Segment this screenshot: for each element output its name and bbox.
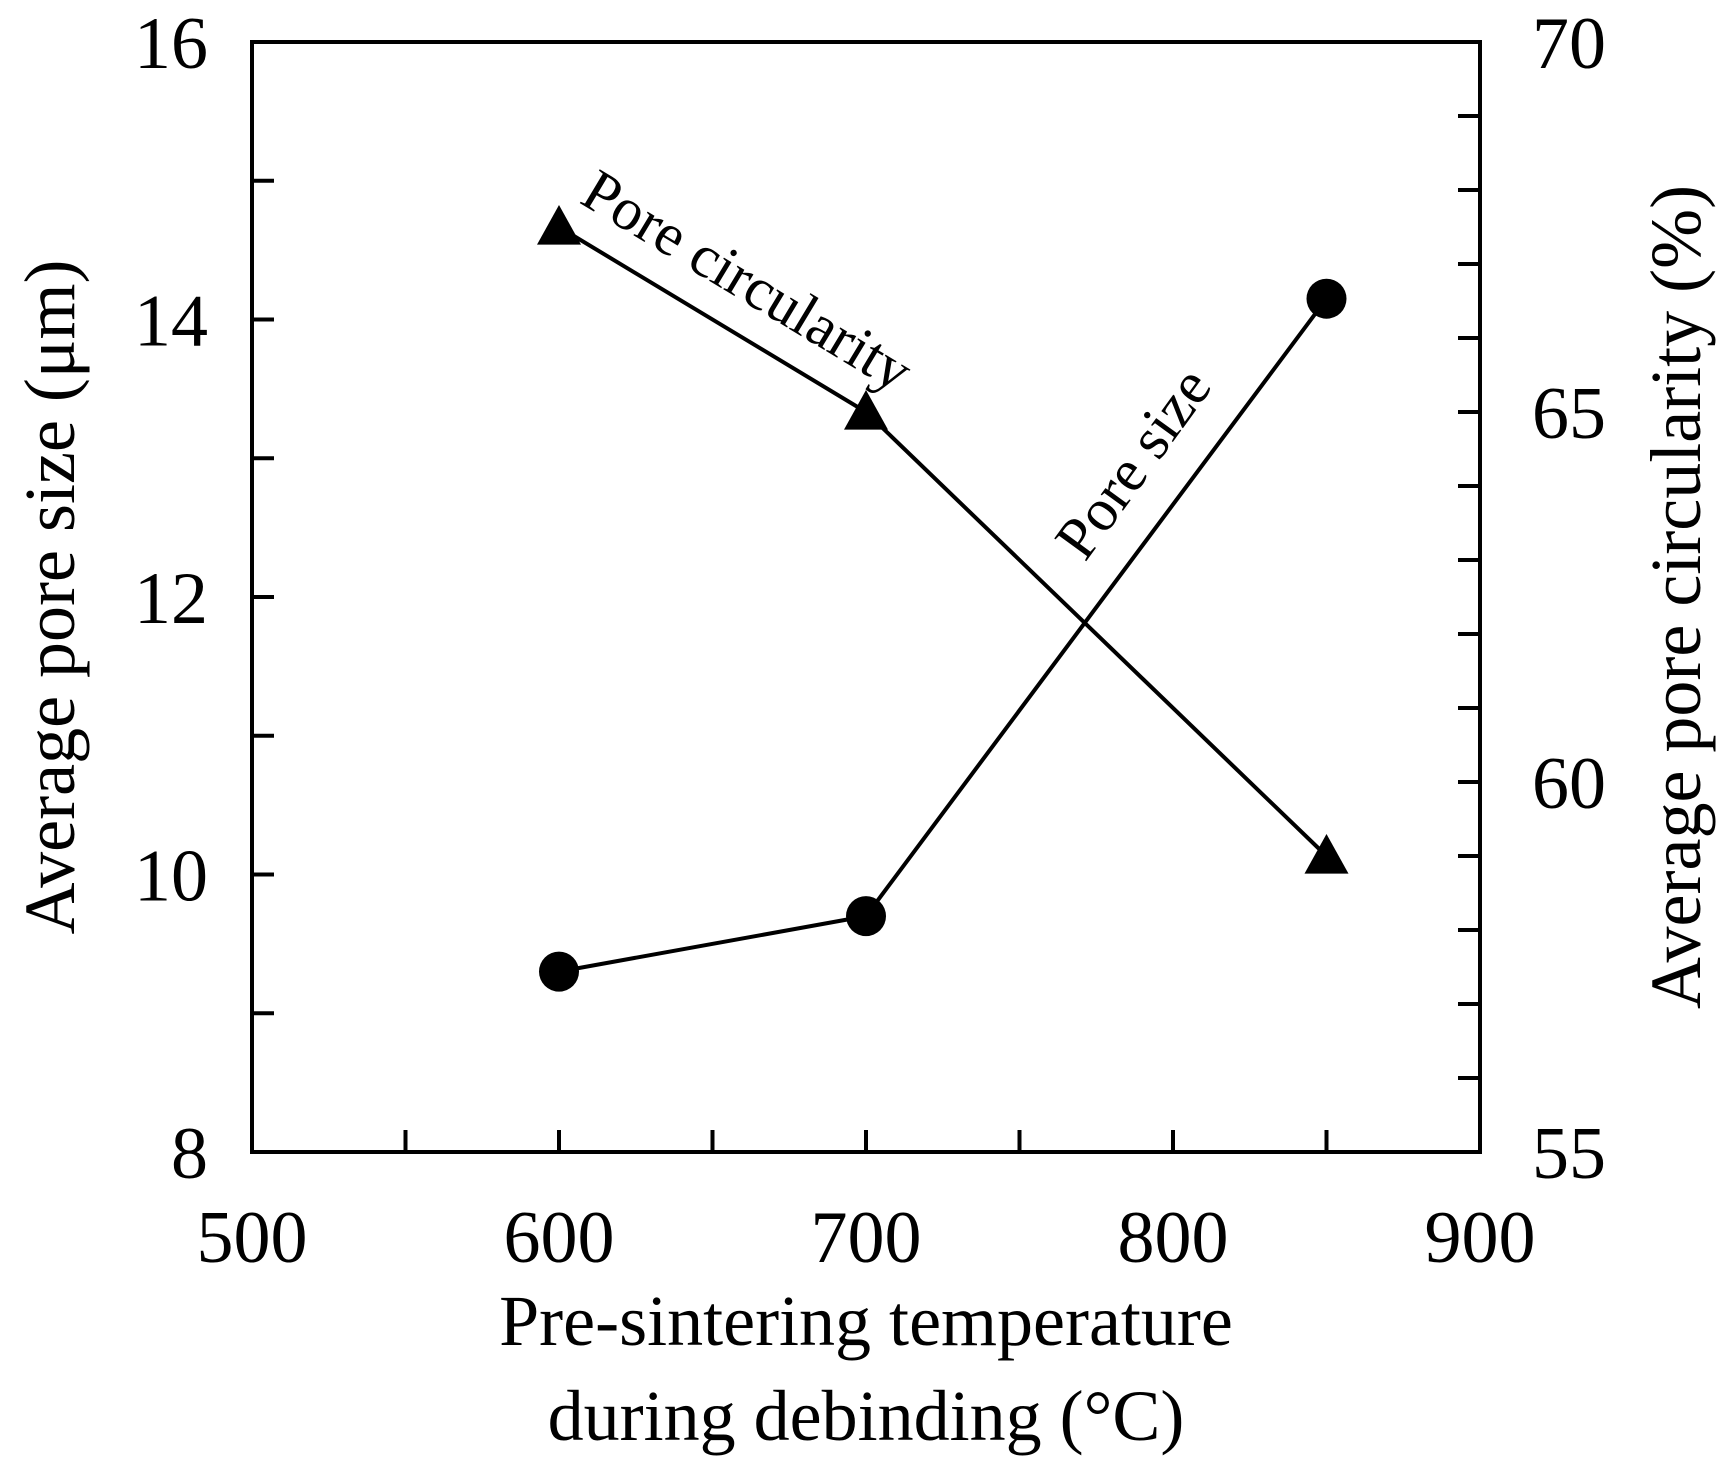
x-axis-title-line2: during debinding (°C) — [548, 1376, 1185, 1456]
x-tick-label: 500 — [197, 1197, 308, 1279]
plot-frame — [250, 40, 1482, 1154]
tick-marks — [252, 114, 1480, 1152]
x-tick-label: 700 — [811, 1197, 922, 1279]
pore-circularity-annotation: Pore circularity — [571, 157, 923, 405]
pore-size-point — [1306, 278, 1347, 319]
series-layer — [537, 205, 1349, 992]
x-tick-label: 800 — [1118, 1197, 1229, 1279]
y-left-tick-label: 10 — [134, 836, 208, 918]
y-right-tick-label: 55 — [1532, 1113, 1606, 1195]
y-left-tick-label: 14 — [134, 281, 208, 363]
pore-circularity-line — [557, 225, 1328, 858]
pore-size-point — [539, 951, 579, 992]
y-left-tick-labels: 8 10 12 14 16 — [134, 3, 208, 1195]
y-left-tick-label: 8 — [171, 1113, 208, 1195]
y-right-tick-label: 70 — [1532, 3, 1606, 85]
pore-circularity-point — [844, 390, 888, 430]
pore-circularity-point — [1304, 834, 1349, 874]
y-left-tick-label: 12 — [134, 558, 208, 640]
y-right-tick-labels: 55 60 65 70 — [1532, 3, 1606, 1195]
x-tick-label: 900 — [1425, 1197, 1536, 1279]
y-right-tick-label: 60 — [1532, 743, 1606, 825]
x-tick-labels: 500 600 700 800 900 — [197, 1197, 1536, 1279]
y-left-tick-label: 16 — [134, 3, 208, 85]
y-left-axis-title: Average pore size (μm) — [10, 260, 90, 935]
y-right-axis-title: Average pore circularity (%) — [1636, 185, 1716, 1009]
pore-size-point — [846, 896, 886, 937]
pore-size-annotation: Pore size — [1042, 355, 1224, 570]
x-tick-label: 600 — [504, 1197, 615, 1279]
y-right-tick-label: 65 — [1532, 373, 1606, 455]
pore-circularity-point — [537, 205, 581, 245]
x-axis-title-line1: Pre-sintering temperature — [499, 1281, 1233, 1361]
